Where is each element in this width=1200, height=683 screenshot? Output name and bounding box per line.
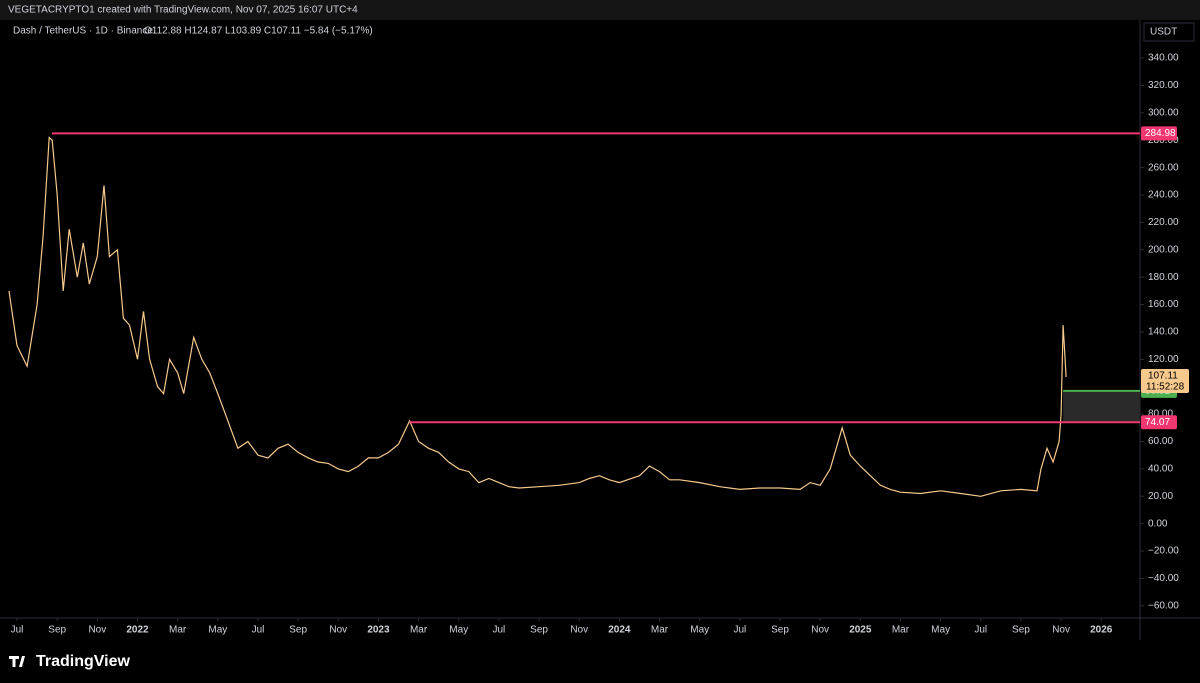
y-tick-label: 40.00 — [1148, 464, 1173, 475]
y-tick-label: −40.00 — [1148, 573, 1179, 584]
y-tick-label: −60.00 — [1148, 600, 1179, 611]
x-tick-label: Sep — [48, 625, 66, 636]
level-tag — [1141, 126, 1177, 141]
x-tick-label: 2023 — [367, 625, 390, 636]
y-tick-label: 60.00 — [1148, 436, 1173, 447]
header: VEGETACRYPTO1 created with TradingView.c… — [8, 5, 358, 16]
y-tick-label: −20.00 — [1148, 546, 1179, 557]
x-tick-label: May — [690, 625, 709, 636]
x-tick-label: Mar — [169, 625, 187, 636]
x-tick-label: Jul — [974, 625, 987, 636]
y-tick-label: 80.00 — [1148, 409, 1173, 420]
y-tick-label: 120.00 — [1148, 354, 1179, 365]
logo-mark — [9, 656, 25, 667]
x-tick-label: Nov — [570, 625, 588, 636]
x-tick-label: 2022 — [126, 625, 149, 636]
currency-box — [1143, 22, 1195, 42]
x-tick-label: Nov — [329, 625, 347, 636]
x-tick-label: 2026 — [1090, 625, 1113, 636]
currency: USDT — [1150, 27, 1177, 38]
x-tick-label: 2025 — [849, 625, 872, 636]
x-tick-label: May — [208, 625, 227, 636]
y-tick-label: 340.00 — [1148, 53, 1179, 64]
last-price-tag — [1141, 368, 1189, 393]
x-tick-label: Jul — [11, 625, 24, 636]
x-tick-label: Jul — [733, 625, 746, 636]
x-tick-label: Sep — [1012, 625, 1030, 636]
x-tick-label: Jul — [493, 625, 506, 636]
x-tick-label: May — [931, 625, 950, 636]
x-tick-label: Nov — [1052, 625, 1070, 636]
x-tick-label: Sep — [771, 625, 789, 636]
x-tick-label: Sep — [289, 625, 307, 636]
y-tick-label: 320.00 — [1148, 80, 1179, 91]
x-tick-label: Mar — [410, 625, 428, 636]
y-tick-label: 240.00 — [1148, 190, 1179, 201]
countdown: 11:52:28 — [1146, 382, 1185, 393]
header-bar — [0, 0, 1200, 20]
x-tick-label: Mar — [892, 625, 910, 636]
x-tick-label: Sep — [530, 625, 548, 636]
x-tick-label: May — [449, 625, 468, 636]
level-tag — [1141, 415, 1177, 430]
footer: TradingView — [36, 653, 131, 670]
y-tick-label: 200.00 — [1148, 244, 1179, 255]
ohlc: O112.88 H124.87 L103.89 C107.11 −5.84 (−… — [144, 26, 373, 37]
y-tick-label: 140.00 — [1148, 327, 1179, 338]
level-label: 284.98 — [1145, 128, 1176, 139]
y-tick-label: 0.00 — [1148, 518, 1168, 529]
x-tick-label: Jul — [252, 625, 265, 636]
y-tick-label: 180.00 — [1148, 272, 1179, 283]
x-tick-label: Nov — [811, 625, 829, 636]
y-tick-label: 300.00 — [1148, 107, 1179, 118]
range-box — [1063, 390, 1140, 423]
y-tick-label: 20.00 — [1148, 491, 1173, 502]
y-tick-label: 160.00 — [1148, 299, 1179, 310]
logo: TradingView — [9, 653, 131, 670]
x-tick-label: Mar — [651, 625, 669, 636]
y-tick-label: 220.00 — [1148, 217, 1179, 228]
price-line — [8, 136, 1067, 497]
x-tick-label: Nov — [88, 625, 106, 636]
y-tick-label: 260.00 — [1148, 162, 1179, 173]
last-price: 107.11 — [1148, 371, 1178, 382]
level-label: 74.07 — [1145, 417, 1170, 428]
x-tick-label: 2024 — [608, 625, 631, 636]
symbol: Dash / TetherUS · 1D · Binance — [13, 26, 153, 37]
